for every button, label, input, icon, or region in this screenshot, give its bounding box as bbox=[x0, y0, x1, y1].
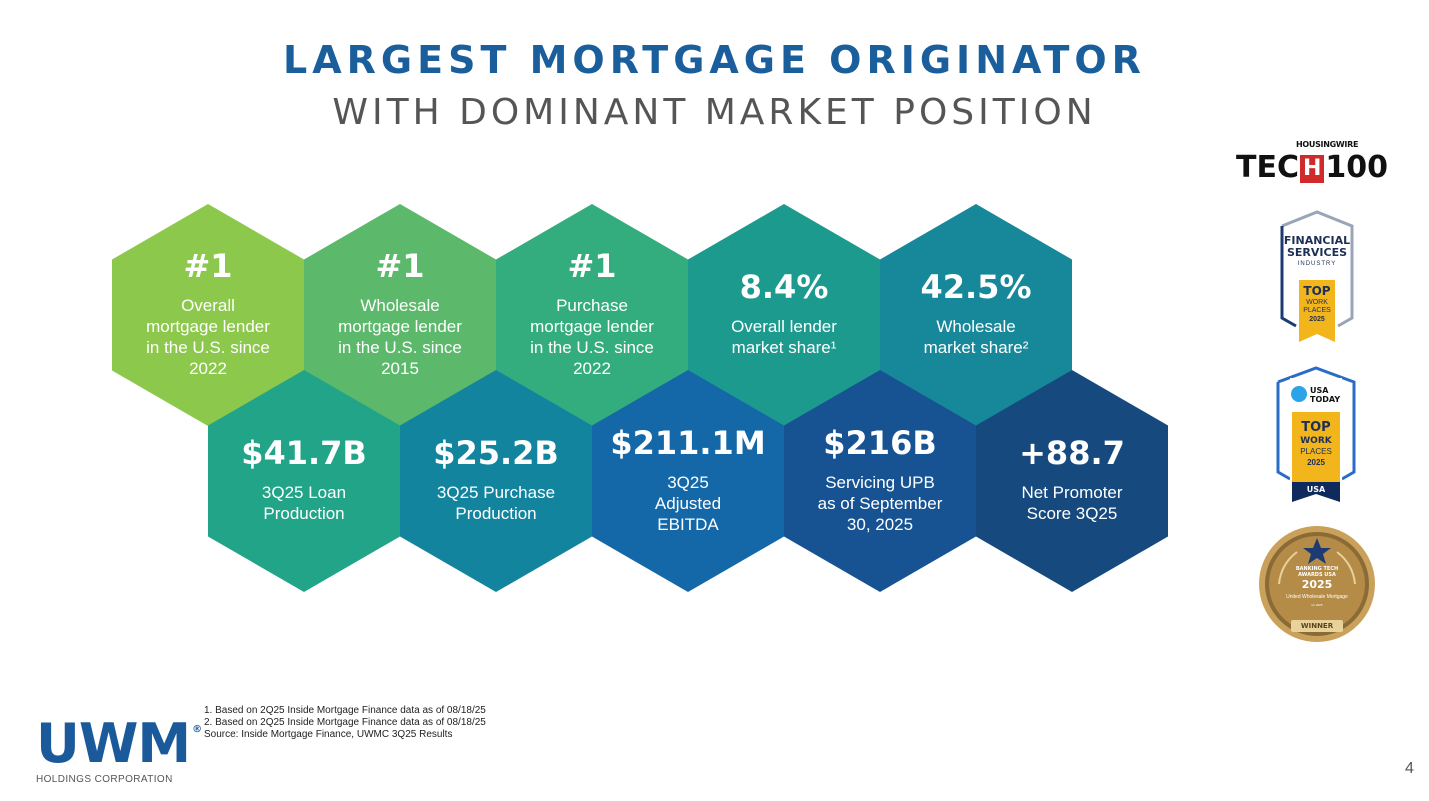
tech100-tec: TEC bbox=[1236, 150, 1299, 185]
footnotes: 1. Based on 2Q25 Inside Mortgage Finance… bbox=[204, 705, 486, 741]
page-number: 4 bbox=[1405, 760, 1414, 777]
hex-label-line: 30, 2025 bbox=[846, 514, 914, 534]
usatoday-brand2: TODAY bbox=[1310, 395, 1341, 404]
hex-label-line: EBITDA bbox=[657, 514, 719, 534]
slide-title: LARGEST MORTGAGE ORIGINATOR bbox=[283, 38, 1146, 82]
usatoday-places: PLACES bbox=[1300, 447, 1332, 456]
financial-top: TOP bbox=[1303, 284, 1331, 298]
hex-label-line: market share² bbox=[923, 338, 1029, 357]
financial-line2: SERVICES bbox=[1286, 246, 1348, 259]
hex-value: $25.2B bbox=[433, 434, 559, 472]
banking-year: 2025 bbox=[1301, 578, 1333, 591]
banking-line1: BANKING TECH bbox=[1295, 566, 1339, 572]
uwm-word: UWM bbox=[36, 712, 191, 775]
hex-label-line: mortgage lender bbox=[146, 317, 270, 336]
hex-label-line: Adjusted bbox=[654, 493, 722, 513]
hex-label-line: Wholesale bbox=[936, 317, 1016, 336]
tech100-number: 100 bbox=[1325, 150, 1389, 185]
hex-label-line: Servicing UPB bbox=[825, 472, 935, 492]
hex-value: #1 bbox=[183, 247, 233, 285]
hex-value: $211.1M bbox=[610, 423, 766, 462]
hex-value: 8.4% bbox=[739, 268, 829, 306]
hex-label-line: 3Q25 bbox=[667, 472, 709, 492]
financial-places: PLACES bbox=[1303, 307, 1331, 314]
hex-label-line: 3Q25 Loan bbox=[261, 483, 347, 502]
hex-overall-rank: #1 Overall mortgage lender in the U.S. s… bbox=[112, 204, 304, 426]
badge-frame-icon bbox=[1280, 210, 1354, 348]
housingwire-label: HOUSINGWIRE bbox=[1296, 140, 1359, 149]
hex-value: +88.7 bbox=[1019, 434, 1125, 472]
usatoday-work: WORK bbox=[1300, 436, 1332, 446]
hex-label-line: Production bbox=[455, 504, 537, 523]
hex-label-line: Overall bbox=[181, 296, 235, 315]
badge-frame-icon bbox=[1276, 366, 1356, 502]
registered-mark: ® bbox=[192, 724, 202, 735]
usatoday-year: 2025 bbox=[1307, 458, 1325, 467]
financial-line1: FINANCIAL bbox=[1283, 234, 1351, 247]
banking-line2: AWARDS USA bbox=[1298, 572, 1336, 578]
hex-net-promoter: +88.7 Net Promoter Score 3Q25 bbox=[976, 370, 1168, 592]
banking-tech-awards-medal: BANKING TECH AWARDS USA 2025 United Whol… bbox=[1257, 524, 1377, 644]
hex-label-line: Score 3Q25 bbox=[1026, 504, 1118, 523]
hex-label-line: mortgage lender bbox=[338, 317, 462, 336]
usa-today-top-workplaces-badge: USA TODAY TOP WORK PLACES 2025 USA bbox=[1272, 364, 1360, 504]
tech100-wordmark: TEC H 100 bbox=[1236, 152, 1388, 184]
uwm-wordmark: UWM ® bbox=[36, 702, 202, 775]
hex-adjusted-ebitda: $211.1M 3Q25 Adjusted EBITDA bbox=[592, 370, 784, 592]
usatoday-banner: USA bbox=[1306, 485, 1326, 494]
slide-subtitle: WITH DOMINANT MARKET POSITION bbox=[332, 92, 1097, 133]
uwm-subtitle: HOLDINGS CORPORATION bbox=[36, 774, 173, 785]
hex-value: #1 bbox=[567, 247, 617, 285]
footnote-source: Source: Inside Mortgage Finance, UWMC 3Q… bbox=[204, 729, 453, 740]
hex-loan-production: $41.7B 3Q25 Loan Production bbox=[208, 370, 400, 592]
usatoday-top: TOP bbox=[1301, 420, 1331, 435]
hex-label-line: in the U.S. since bbox=[530, 338, 654, 357]
hex-label-line: 2015 bbox=[381, 359, 419, 378]
footnote-2: 2. Based on 2Q25 Inside Mortgage Finance… bbox=[204, 717, 486, 728]
hex-label-line: Production bbox=[263, 504, 345, 523]
housingwire-tech100-badge: HOUSINGWIRE TEC H 100 bbox=[1236, 140, 1396, 190]
financial-services-top-workplaces-badge: FINANCIAL SERVICES INDUSTRY TOP WORK PLA… bbox=[1272, 208, 1362, 348]
hex-label-line: Overall lender bbox=[731, 317, 837, 336]
hex-label-line: in the U.S. since bbox=[338, 338, 462, 357]
hex-label-line: Wholesale bbox=[360, 296, 440, 315]
hex-label-line: 2022 bbox=[573, 359, 611, 378]
hex-value: $216B bbox=[823, 423, 937, 462]
hex-label-line: Net Promoter bbox=[1021, 483, 1123, 502]
hex-label-line: Purchase bbox=[556, 296, 628, 315]
banking-small: for 2025 bbox=[1311, 603, 1323, 607]
hex-label-line: 2022 bbox=[189, 359, 227, 378]
hex-label-line: as of September bbox=[817, 493, 943, 513]
financial-year: 2025 bbox=[1309, 316, 1325, 323]
hex-label-line: mortgage lender bbox=[530, 317, 654, 336]
hex-value: #1 bbox=[375, 247, 425, 285]
medal-icon bbox=[1259, 526, 1375, 642]
hex-label-line: market share¹ bbox=[731, 338, 837, 357]
footnote-1: 1. Based on 2Q25 Inside Mortgage Finance… bbox=[204, 705, 486, 716]
hex-value: 42.5% bbox=[920, 268, 1032, 306]
banking-company: United Wholesale Mortgage bbox=[1286, 594, 1348, 600]
financial-work: WORK bbox=[1306, 299, 1328, 306]
hex-label-line: 3Q25 Purchase bbox=[436, 483, 556, 502]
usatoday-brand1: USA bbox=[1310, 386, 1329, 395]
hex-value: $41.7B bbox=[241, 434, 367, 472]
hex-label-line: in the U.S. since bbox=[146, 338, 270, 357]
tech100-h-mark: H bbox=[1299, 155, 1325, 183]
financial-line3: INDUSTRY bbox=[1297, 261, 1337, 267]
uwm-logo: UWM ® HOLDINGS CORPORATION bbox=[36, 702, 202, 786]
hex-purchase-production: $25.2B 3Q25 Purchase Production bbox=[400, 370, 592, 592]
banking-winner-banner: WINNER bbox=[1300, 622, 1334, 630]
hex-servicing-upb: $216B Servicing UPB as of September 30, … bbox=[784, 370, 976, 592]
